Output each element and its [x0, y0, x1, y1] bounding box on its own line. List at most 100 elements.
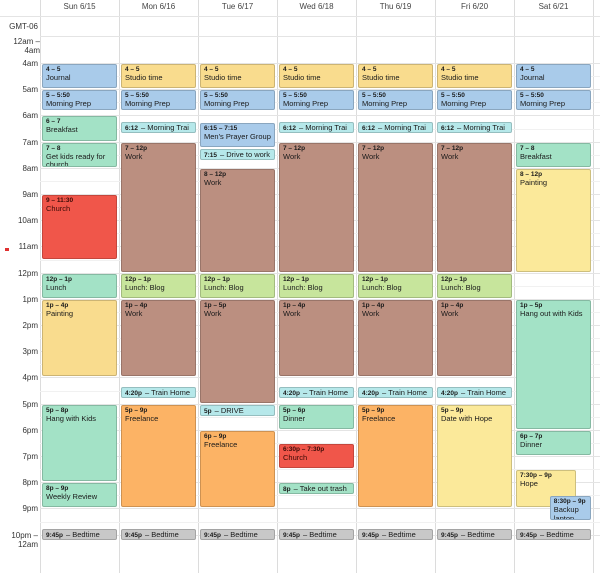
calendar-event[interactable]: 8p – Take out trash — [279, 483, 354, 495]
calendar-event[interactable]: 12p – 1p Lunch — [42, 273, 117, 298]
day-header[interactable]: Wed 6/18 — [299, 2, 334, 11]
event-time: 5 – 5:50 — [283, 92, 307, 100]
calendar-event[interactable]: 9:45p – Bedtime — [358, 529, 433, 541]
calendar-event[interactable]: 1p – 4p Work — [279, 299, 354, 377]
event-time: 6:15 – 7:15 — [204, 124, 238, 132]
event-title: Freelance — [204, 439, 238, 449]
calendar-event[interactable]: 7:15– Drive to work — [200, 149, 275, 161]
calendar-event[interactable]: 6:12– Morning Trai — [279, 121, 354, 133]
event-title: Journal — [46, 73, 71, 82]
calendar-event[interactable]: 6:12– Morning Trai — [121, 121, 196, 133]
calendar-event[interactable]: 7 – 12p Work — [437, 142, 512, 272]
calendar-event[interactable]: 7 – 12p Work — [121, 142, 196, 272]
calendar-event[interactable]: 4 – 5 Studio time — [279, 64, 354, 89]
event-time: 5p — [204, 407, 212, 415]
calendar-event[interactable]: 9:45p – Bedtime — [279, 529, 354, 541]
calendar-event[interactable]: 8p – 9p Weekly Review — [42, 483, 117, 508]
event-time: 1p – 4p — [441, 301, 464, 309]
calendar-event[interactable]: 5 – 5:50 Morning Prep — [200, 90, 275, 110]
day-header[interactable]: Mon 6/16 — [141, 2, 176, 11]
calendar-event[interactable]: 8 – 12p Painting — [516, 168, 591, 272]
calendar-event[interactable]: 4:20p – Train Home — [121, 387, 196, 399]
calendar-event[interactable]: 6:30p – 7:30p Church — [279, 443, 354, 469]
event-time: 4 – 5 — [362, 66, 377, 73]
calendar-event[interactable]: 4 – 5 Studio time — [358, 64, 433, 89]
calendar-event[interactable]: 5 – 5:50 Morning Prep — [121, 90, 196, 110]
event-title: – Morning Trai — [299, 122, 347, 132]
calendar-event[interactable]: 6:15 – 7:15 Men's Prayer Group — [200, 122, 275, 148]
calendar-event[interactable]: 8 – 12p Work — [200, 168, 275, 272]
day-header[interactable]: Sat 6/21 — [538, 2, 569, 11]
calendar-event[interactable]: 12p – 1p Lunch: Blog — [437, 273, 512, 298]
calendar-event[interactable]: 4 – 5 Studio time — [200, 64, 275, 89]
day-header[interactable]: Thu 6/19 — [379, 2, 412, 11]
event-title: Get kids ready for church — [46, 151, 106, 167]
calendar-event[interactable]: 5p – DRIVE — [200, 404, 275, 416]
calendar-event[interactable]: 5 – 5:50 Morning Prep — [358, 90, 433, 110]
calendar-event[interactable]: 9:45p – Bedtime — [42, 529, 117, 541]
calendar-event[interactable]: 6:12– Morning Trai — [437, 121, 512, 133]
calendar-event[interactable]: 9:45p – Bedtime — [121, 529, 196, 541]
event-title: – Train Home — [381, 388, 428, 398]
calendar-event[interactable]: 5 – 5:50 Morning Prep — [42, 90, 117, 110]
event-time: 9:45p — [520, 532, 537, 540]
calendar-event[interactable]: 1p – 5p Work — [200, 299, 275, 403]
event-title: Work — [125, 308, 143, 318]
calendar-event[interactable]: 12p – 1p Lunch: Blog — [200, 273, 275, 298]
calendar-event[interactable]: 4 – 5 Studio time — [437, 64, 512, 89]
hour-label: 9pm — [22, 504, 38, 514]
calendar-event[interactable]: 1p – 4p Painting — [42, 299, 117, 377]
calendar-event[interactable]: 4 – 5 Studio time — [121, 64, 196, 89]
calendar-event[interactable]: 4 – 5 Journal — [42, 64, 117, 89]
calendar-event[interactable]: 5p – 9p Freelance — [358, 404, 433, 508]
calendar-event[interactable]: 7 – 8 Get kids ready for church — [42, 142, 117, 167]
calendar-event[interactable]: 5p – 9p Freelance — [121, 404, 196, 508]
hour-label: 5pm — [22, 399, 38, 409]
calendar-event[interactable]: 8:30p – 9p Backup laptop — [549, 496, 591, 521]
calendar-event[interactable]: 9:45p – Bedtime — [437, 529, 512, 541]
calendar-event[interactable]: 4:20p – Train Home — [358, 387, 433, 399]
event-time: 6:12 — [441, 124, 455, 132]
calendar-event[interactable]: 5p – 9p Date with Hope — [437, 404, 512, 508]
event-title: Morning Prep — [520, 99, 566, 109]
calendar-event[interactable]: 9:45p – Bedtime — [200, 529, 275, 541]
calendar-event[interactable]: 5 – 5:50 Morning Prep — [437, 90, 512, 110]
calendar-event[interactable]: 4:20p – Train Home — [437, 387, 512, 399]
event-title: – Drive to work — [220, 150, 271, 160]
calendar-event[interactable]: 7 – 12p Work — [358, 142, 433, 272]
day-header[interactable]: Fri 6/20 — [460, 2, 489, 11]
half-hour-line — [40, 495, 600, 497]
calendar-event[interactable]: 6p – 7p Dinner — [516, 430, 591, 455]
hour-line — [40, 141, 600, 143]
calendar-event[interactable]: 5 – 5:50 Morning Prep — [279, 90, 354, 110]
calendar-event[interactable]: 1p – 5p Hang out with Kids — [516, 299, 591, 429]
calendar-event[interactable]: 1p – 4p Work — [437, 299, 512, 377]
hour-label: 8am — [22, 163, 38, 173]
event-title: Lunch: Blog — [204, 282, 244, 292]
event-time: 8p – 9p — [46, 485, 69, 493]
day-header[interactable]: Sun 6/15 — [63, 2, 96, 11]
calendar-event[interactable]: 12p – 1p Lunch: Blog — [279, 273, 354, 298]
calendar-event[interactable]: 12p – 1p Lunch: Blog — [358, 273, 433, 298]
calendar-event[interactable]: 7 – 12p Work — [279, 142, 354, 272]
calendar-event[interactable]: 12p – 1p Lunch: Blog — [121, 273, 196, 298]
event-title: Studio time — [441, 73, 479, 82]
calendar-event[interactable]: 6:12– Morning Trai — [358, 121, 433, 133]
event-time: 7:15 — [204, 152, 218, 160]
calendar-event[interactable]: 1p – 4p Work — [121, 299, 196, 377]
calendar-event[interactable]: 7 – 8 Breakfast — [516, 142, 591, 167]
calendar-event[interactable]: 9:45p – Bedtime — [516, 529, 591, 541]
calendar-event[interactable]: 9 – 11:30 Church — [42, 195, 117, 259]
hour-label: 3pm — [22, 347, 38, 357]
calendar-event[interactable]: 1p – 4p Work — [358, 299, 433, 377]
calendar-event[interactable]: 5p – 8p Hang with Kids — [42, 404, 117, 482]
calendar-event[interactable]: 4 – 5 Journal — [516, 64, 591, 89]
calendar-event[interactable]: 6p – 9p Freelance — [200, 430, 275, 508]
event-title: Morning Prep — [362, 99, 408, 109]
calendar-event[interactable]: 4:20p – Train Home — [279, 387, 354, 399]
day-header[interactable]: Tue 6/17 — [221, 2, 254, 11]
calendar-event[interactable]: 6 – 7 Breakfast — [42, 116, 117, 141]
hour-label: 7am — [22, 137, 38, 147]
calendar-event[interactable]: 5p – 6p Dinner — [279, 404, 354, 429]
calendar-event[interactable]: 5 – 5:50 Morning Prep — [516, 90, 591, 110]
